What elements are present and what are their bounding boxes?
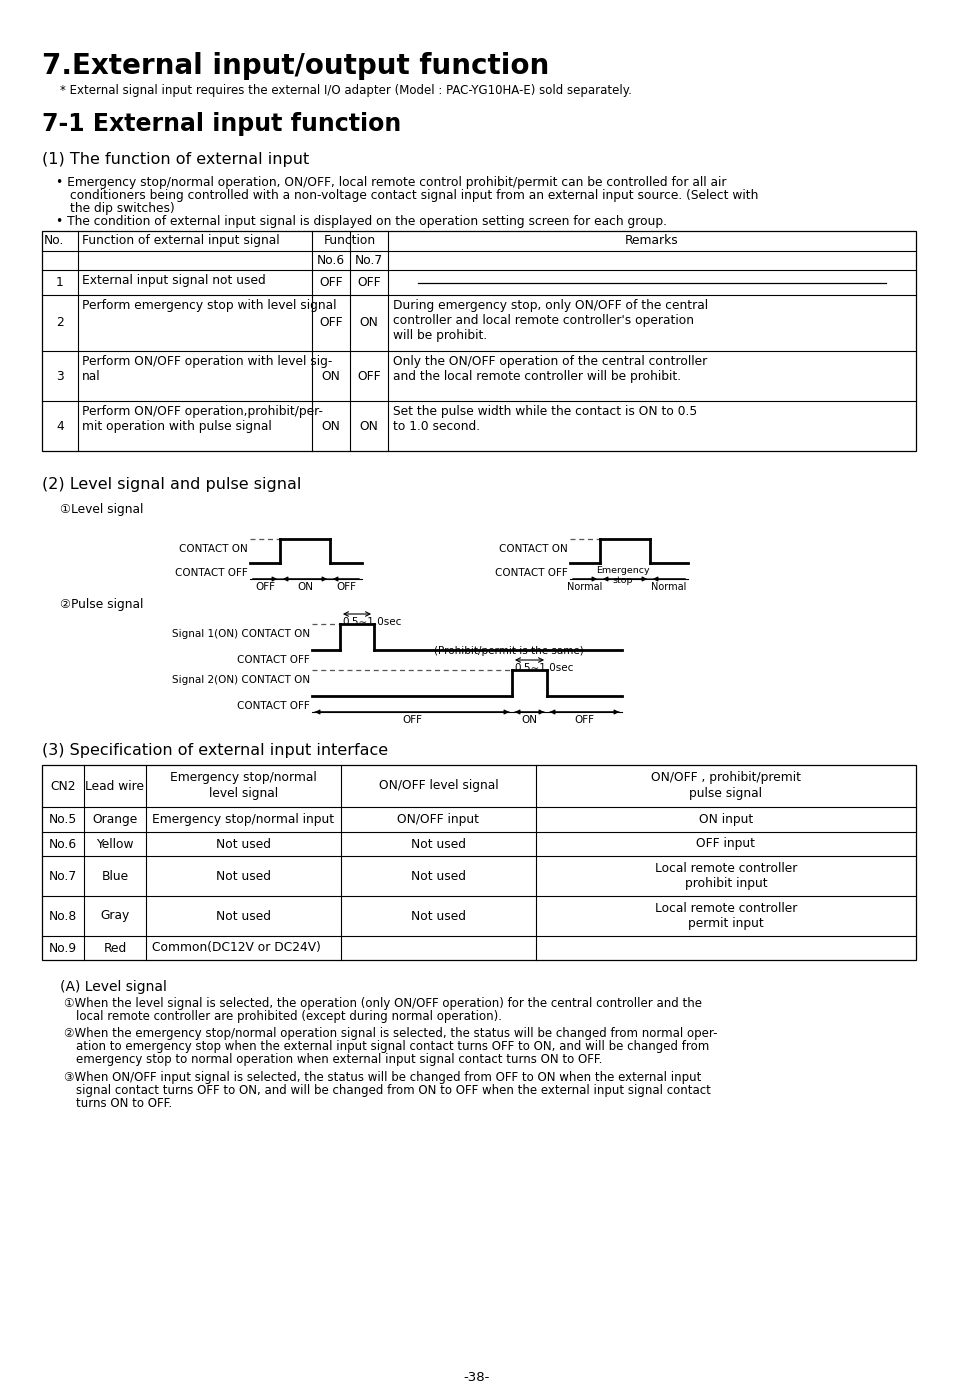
Text: CONTACT ON: CONTACT ON [179, 545, 248, 554]
Text: Emergency
stop: Emergency stop [596, 566, 649, 585]
Text: • The condition of external input signal is displayed on the operation setting s: • The condition of external input signal… [56, 215, 666, 228]
Text: Function: Function [324, 234, 375, 247]
Text: No.7: No.7 [49, 869, 77, 883]
Text: CONTACT OFF: CONTACT OFF [495, 568, 567, 578]
Text: No.8: No.8 [49, 910, 77, 922]
Text: Not used: Not used [411, 910, 465, 922]
Text: Perform ON/OFF operation with level sig-
nal: Perform ON/OFF operation with level sig-… [82, 355, 332, 383]
Text: Lead wire: Lead wire [86, 780, 144, 793]
Text: (Prohibit/permit is the same): (Prohibit/permit is the same) [434, 646, 583, 656]
Text: signal contact turns OFF to ON, and will be changed from ON to OFF when the exte: signal contact turns OFF to ON, and will… [76, 1084, 710, 1098]
Text: Normal: Normal [651, 582, 686, 592]
Text: No.5: No.5 [49, 814, 77, 826]
Text: the dip switches): the dip switches) [70, 202, 174, 215]
Text: 1: 1 [56, 276, 64, 288]
Text: OFF input: OFF input [696, 837, 755, 851]
Text: OFF: OFF [401, 715, 421, 724]
Text: Not used: Not used [215, 910, 271, 922]
Text: ON: ON [359, 419, 378, 432]
Text: 0.5∼1.0sec: 0.5∼1.0sec [341, 617, 401, 627]
Text: (A) Level signal: (A) Level signal [60, 981, 167, 995]
Text: Local remote controller
permit input: Local remote controller permit input [654, 901, 797, 931]
Text: 0.5∼1.0sec: 0.5∼1.0sec [514, 663, 573, 673]
Text: (3) Specification of external input interface: (3) Specification of external input inte… [42, 742, 388, 758]
Text: • Emergency stop/normal operation, ON/OFF, local remote control prohibit/permit : • Emergency stop/normal operation, ON/OF… [56, 176, 726, 189]
Text: conditioners being controlled with a non-voltage contact signal input from an ex: conditioners being controlled with a non… [70, 189, 758, 202]
Text: emergency stop to normal operation when external input signal contact turns ON t: emergency stop to normal operation when … [76, 1053, 601, 1066]
Text: 7.External input/output function: 7.External input/output function [42, 52, 549, 79]
Text: Remarks: Remarks [624, 234, 679, 247]
Text: OFF: OFF [356, 369, 380, 383]
Text: ②When the emergency stop/normal operation signal is selected, the status will be: ②When the emergency stop/normal operatio… [64, 1027, 717, 1041]
Text: Not used: Not used [215, 869, 271, 883]
Text: CONTACT OFF: CONTACT OFF [237, 655, 310, 664]
Bar [42, 231, 915, 451]
Text: No.6: No.6 [49, 837, 77, 851]
Text: No.6: No.6 [316, 254, 345, 267]
Text: OFF: OFF [319, 276, 342, 288]
Text: Emergency stop/normal
level signal: Emergency stop/normal level signal [170, 772, 316, 801]
Text: ON/OFF input: ON/OFF input [397, 814, 479, 826]
Text: ation to emergency stop when the external input signal contact turns OFF to ON, : ation to emergency stop when the externa… [76, 1041, 708, 1053]
Text: No.9: No.9 [49, 942, 77, 954]
Text: 7-1 External input function: 7-1 External input function [42, 111, 401, 137]
Text: ON/OFF , prohibit/premit
pulse signal: ON/OFF , prohibit/premit pulse signal [650, 772, 801, 801]
Text: CN2: CN2 [51, 780, 75, 793]
Text: 2: 2 [56, 316, 64, 330]
Text: ①Level signal: ①Level signal [60, 503, 143, 515]
Text: (1) The function of external input: (1) The function of external input [42, 152, 309, 167]
Text: 4: 4 [56, 419, 64, 432]
Text: OFF: OFF [319, 316, 342, 330]
Text: ON input: ON input [699, 814, 752, 826]
Text: CONTACT OFF: CONTACT OFF [237, 701, 310, 710]
Text: Normal: Normal [567, 582, 602, 592]
Text: ON: ON [321, 369, 340, 383]
Text: ①When the level signal is selected, the operation (only ON/OFF operation) for th: ①When the level signal is selected, the … [64, 997, 701, 1010]
Text: CONTACT ON: CONTACT ON [498, 545, 567, 554]
Text: No.: No. [44, 234, 64, 247]
Text: OFF: OFF [356, 276, 380, 288]
Text: Perform ON/OFF operation,prohibit/per-
mit operation with pulse signal: Perform ON/OFF operation,prohibit/per- m… [82, 405, 323, 433]
Text: local remote controller are prohibited (except during normal operation).: local remote controller are prohibited (… [76, 1010, 501, 1022]
Text: ON: ON [521, 715, 537, 724]
Text: Emergency stop/normal input: Emergency stop/normal input [152, 814, 335, 826]
Text: No.7: No.7 [355, 254, 383, 267]
Text: * External signal input requires the external I/O adapter (Model : PAC-YG10HA-E): * External signal input requires the ext… [60, 84, 631, 98]
Text: ON: ON [321, 419, 340, 432]
Text: Yellow: Yellow [96, 837, 133, 851]
Text: ON/OFF level signal: ON/OFF level signal [378, 780, 497, 793]
Text: Red: Red [103, 942, 127, 954]
Text: Blue: Blue [101, 869, 129, 883]
Text: Perform emergency stop with level signal: Perform emergency stop with level signal [82, 299, 336, 312]
Text: Set the pulse width while the contact is ON to 0.5
to 1.0 second.: Set the pulse width while the contact is… [393, 405, 697, 433]
Text: Signal 2(ON) CONTACT ON: Signal 2(ON) CONTACT ON [172, 676, 310, 685]
Text: OFF: OFF [335, 582, 355, 592]
Text: Local remote controller
prohibit input: Local remote controller prohibit input [654, 861, 797, 890]
Text: Orange: Orange [92, 814, 137, 826]
Text: Signal 1(ON) CONTACT ON: Signal 1(ON) CONTACT ON [172, 630, 310, 639]
Text: CONTACT OFF: CONTACT OFF [175, 568, 248, 578]
Text: OFF: OFF [254, 582, 274, 592]
Text: OFF: OFF [574, 715, 594, 724]
Text: 3: 3 [56, 369, 64, 383]
Text: ON: ON [296, 582, 313, 592]
Text: External input signal not used: External input signal not used [82, 274, 266, 287]
Text: Function of external input signal: Function of external input signal [82, 234, 279, 247]
Text: Gray: Gray [100, 910, 130, 922]
Text: Not used: Not used [215, 837, 271, 851]
Text: ON: ON [359, 316, 378, 330]
Text: ③When ON/OFF input signal is selected, the status will be changed from OFF to ON: ③When ON/OFF input signal is selected, t… [64, 1071, 700, 1084]
Text: ②Pulse signal: ②Pulse signal [60, 598, 143, 612]
Text: Common(DC12V or DC24V): Common(DC12V or DC24V) [152, 942, 320, 954]
Bar [42, 765, 915, 960]
Text: Not used: Not used [411, 869, 465, 883]
Text: During emergency stop, only ON/OFF of the central
controller and local remote co: During emergency stop, only ON/OFF of th… [393, 299, 707, 343]
Text: turns ON to OFF.: turns ON to OFF. [76, 1098, 172, 1110]
Text: Only the ON/OFF operation of the central controller
and the local remote control: Only the ON/OFF operation of the central… [393, 355, 706, 383]
Text: Not used: Not used [411, 837, 465, 851]
Text: (2) Level signal and pulse signal: (2) Level signal and pulse signal [42, 476, 301, 492]
Text: -38-: -38- [463, 1371, 490, 1385]
